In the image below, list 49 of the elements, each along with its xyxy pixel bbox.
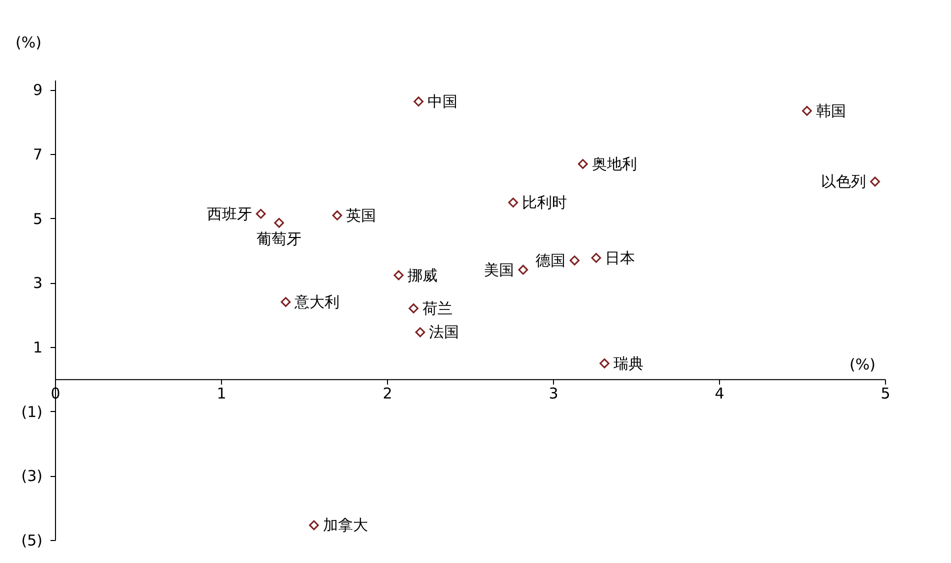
- x-tick-label: 1: [216, 384, 226, 403]
- annotation: 荷兰: [422, 299, 453, 318]
- x-tick-label: 4: [714, 384, 724, 403]
- annotation: 西班牙: [206, 204, 252, 223]
- point: [578, 159, 588, 169]
- point: [280, 297, 291, 307]
- annotation: 中国: [428, 92, 458, 111]
- y-tick-label: (3): [21, 467, 42, 486]
- y-tick-label: 9: [32, 81, 42, 100]
- point: [600, 358, 610, 368]
- point: [570, 256, 580, 266]
- x-tick-label: 5: [880, 384, 890, 403]
- point: [408, 303, 418, 314]
- point: [508, 198, 518, 208]
- annotation: 法国: [429, 323, 460, 342]
- annotation: 挪威: [408, 266, 438, 284]
- annotation: 意大利: [294, 292, 340, 311]
- y-tick-label: (1): [21, 402, 42, 421]
- point: [870, 176, 880, 187]
- annotation: 美国: [484, 260, 514, 279]
- point: [415, 327, 426, 338]
- y-tick-label: 7: [32, 145, 42, 164]
- y-tick-label: (5): [21, 532, 42, 550]
- point: [414, 96, 424, 106]
- annotation: 瑞典: [613, 354, 644, 372]
- annotation: 比利时: [522, 194, 568, 212]
- annotation: 英国: [346, 206, 376, 224]
- point: [518, 264, 528, 275]
- y-tick-label: 3: [32, 274, 42, 292]
- x-tick-label: 2: [382, 384, 392, 403]
- annotation: 葡萄牙: [256, 230, 302, 248]
- x-axis-title: (%): [850, 356, 876, 374]
- y-tick-label: 5: [32, 210, 42, 228]
- annotation: 韩国: [816, 102, 846, 120]
- x-tick-label: 3: [548, 384, 558, 403]
- annotation: 日本: [605, 248, 636, 267]
- y-tick-label: 1: [32, 338, 42, 356]
- point: [591, 252, 602, 263]
- point: [802, 106, 812, 116]
- point: [394, 270, 404, 280]
- y-axis-title: (%): [16, 34, 42, 52]
- annotation: 加拿大: [322, 516, 368, 534]
- annotation: 奥地利: [592, 154, 637, 173]
- annotation: 以色列: [821, 172, 866, 191]
- point: [309, 520, 319, 530]
- point: [256, 208, 266, 219]
- point: [332, 210, 342, 220]
- point: [274, 218, 284, 228]
- annotation: 德国: [536, 251, 566, 270]
